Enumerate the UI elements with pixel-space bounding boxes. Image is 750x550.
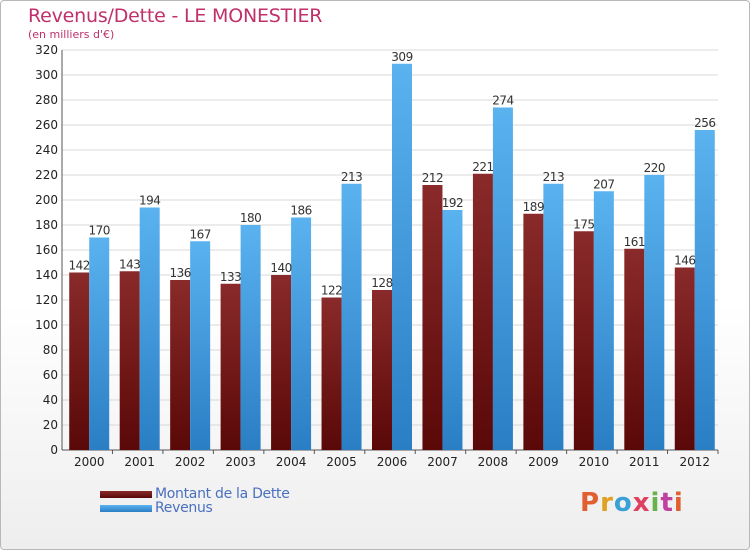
data-label-revenus: 256 — [694, 116, 715, 130]
legend-swatch-debt — [100, 490, 152, 498]
legend-label-revenus: Revenus — [155, 500, 213, 516]
bar-revenus — [593, 191, 614, 450]
x-tick-label: 2003 — [225, 455, 256, 469]
data-label-revenus: 309 — [391, 50, 412, 64]
data-label-debt: 189 — [523, 200, 544, 214]
data-label-debt: 161 — [624, 235, 645, 249]
bar-debt — [674, 267, 695, 450]
bar-revenus — [442, 210, 463, 450]
bar-revenus — [291, 217, 312, 450]
bar-debt — [523, 213, 544, 450]
bar-debt — [69, 272, 90, 450]
x-tick-label: 2000 — [74, 455, 105, 469]
y-tick-label: 20 — [43, 418, 58, 432]
y-tick-label: 0 — [50, 443, 58, 457]
data-label-revenus: 180 — [240, 211, 261, 225]
x-tick-label: 2008 — [478, 455, 509, 469]
bar-revenus — [240, 225, 261, 450]
data-label-revenus: 207 — [593, 177, 614, 191]
data-label-debt: 142 — [69, 259, 90, 273]
data-label-debt: 221 — [472, 160, 493, 174]
logo-letter: o — [613, 488, 633, 518]
data-label-revenus: 213 — [341, 170, 362, 184]
y-tick-label: 280 — [35, 93, 58, 107]
y-tick-label: 300 — [35, 68, 58, 82]
y-tick-label: 320 — [35, 43, 58, 57]
bar-debt — [573, 231, 594, 450]
x-tick-label: 2004 — [276, 455, 307, 469]
data-label-debt: 212 — [422, 171, 443, 185]
legend-label-debt: Montant de la Dette — [155, 486, 290, 502]
bar-revenus — [492, 107, 513, 450]
x-tick-label: 2009 — [528, 455, 559, 469]
bar-debt — [271, 275, 292, 450]
legend-item-debt: Montant de la Dette — [100, 486, 290, 502]
data-label-revenus: 274 — [492, 94, 513, 108]
x-tick-label: 2001 — [124, 455, 155, 469]
x-tick-label: 2006 — [377, 455, 408, 469]
data-label-debt: 140 — [270, 261, 291, 275]
logo-letter: i — [673, 488, 684, 518]
y-tick-label: 40 — [43, 393, 58, 407]
y-tick-label: 240 — [35, 143, 58, 157]
logo-letter: r — [600, 488, 614, 518]
x-tick-label: 2010 — [579, 455, 610, 469]
bar-debt — [372, 290, 392, 450]
bar-revenus — [644, 175, 665, 450]
bar-debt — [624, 248, 645, 450]
bar-revenus — [190, 241, 211, 450]
data-label-revenus: 213 — [543, 170, 564, 184]
bar-debt — [321, 297, 342, 450]
bar-debt — [422, 185, 443, 450]
data-label-revenus: 192 — [442, 196, 463, 210]
bar-revenus — [543, 183, 564, 450]
y-tick-label: 220 — [35, 168, 58, 182]
y-tick-label: 80 — [43, 343, 58, 357]
bar-debt — [119, 271, 140, 450]
data-label-debt: 175 — [573, 217, 594, 231]
bar-revenus — [392, 63, 412, 450]
proxiti-logo: Proxiti — [580, 488, 684, 518]
logo-letter: i — [650, 488, 661, 518]
data-label-revenus: 186 — [290, 204, 311, 218]
data-label-debt: 122 — [321, 284, 342, 298]
x-tick-label: 2007 — [427, 455, 458, 469]
bar-debt — [170, 280, 191, 450]
legend-item-revenus: Revenus — [100, 500, 213, 516]
logo-letter: P — [580, 488, 601, 518]
y-tick-label: 200 — [35, 193, 58, 207]
bar-revenus — [89, 237, 110, 450]
x-tick-label: 2005 — [326, 455, 357, 469]
x-tick-label: 2002 — [175, 455, 206, 469]
bar-revenus — [694, 130, 715, 450]
y-tick-label: 100 — [35, 318, 58, 332]
chart-title: Revenus/Dette - LE MONESTIER — [28, 5, 323, 27]
bar-revenus — [341, 183, 362, 450]
data-label-revenus: 194 — [139, 194, 160, 208]
data-label-revenus: 220 — [644, 161, 665, 175]
data-label-debt: 136 — [169, 266, 190, 280]
logo-letter: x — [632, 488, 651, 518]
bar-revenus — [139, 207, 160, 450]
data-label-debt: 128 — [371, 276, 392, 290]
data-label-revenus: 167 — [189, 227, 210, 241]
y-tick-label: 260 — [35, 118, 58, 132]
data-label-debt: 146 — [674, 254, 695, 268]
data-label-debt: 143 — [119, 257, 140, 271]
y-tick-label: 180 — [35, 218, 58, 232]
x-tick-label: 2011 — [629, 455, 660, 469]
chart-subtitle: (en milliers d'€) — [28, 28, 115, 41]
legend-swatch-revenus — [100, 504, 152, 512]
y-tick-label: 60 — [43, 368, 58, 382]
bar-debt — [472, 173, 493, 450]
y-tick-label: 120 — [35, 293, 58, 307]
logo-letter: t — [660, 488, 674, 518]
data-label-debt: 133 — [220, 270, 241, 284]
x-tick-label: 2012 — [679, 455, 710, 469]
data-label-revenus: 170 — [89, 224, 110, 238]
bar-debt — [220, 283, 241, 450]
y-tick-label: 160 — [35, 243, 58, 257]
y-tick-label: 140 — [35, 268, 58, 282]
